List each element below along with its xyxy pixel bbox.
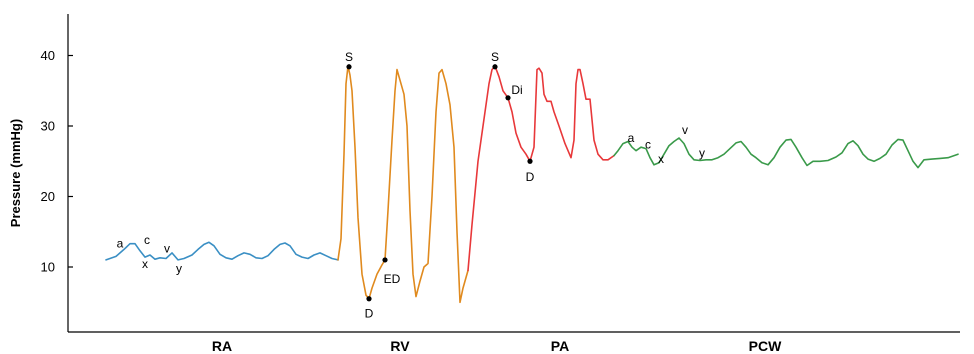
annotation-v: v bbox=[682, 123, 688, 137]
annotation-c: c bbox=[645, 137, 651, 151]
annotation-y: y bbox=[699, 146, 705, 160]
annotation-c: c bbox=[144, 233, 150, 247]
point-marker-d bbox=[527, 158, 533, 164]
trace-ra bbox=[105, 241, 339, 261]
point-marker-s bbox=[492, 64, 498, 70]
trace-pa bbox=[467, 65, 615, 272]
y-tick-label: 40 bbox=[41, 48, 55, 63]
annotation-y: y bbox=[176, 261, 182, 275]
section-labels: RA RV PA PCW bbox=[212, 338, 782, 354]
waveform-traces bbox=[105, 65, 959, 304]
annotation-d: D bbox=[365, 307, 374, 321]
y-ticks: 10 20 30 40 bbox=[41, 48, 73, 275]
annotation-x: x bbox=[658, 152, 664, 166]
section-label-ra: RA bbox=[212, 338, 232, 354]
annotation-a: a bbox=[117, 237, 124, 251]
annotation-v: v bbox=[164, 242, 170, 256]
y-tick-label: 20 bbox=[41, 189, 55, 204]
annotation-a: a bbox=[628, 131, 635, 145]
annotation-x: x bbox=[142, 257, 148, 271]
annotation-d: D bbox=[526, 170, 535, 184]
trace-rv bbox=[337, 65, 469, 304]
point-marker-d bbox=[366, 296, 372, 302]
annotation-s: S bbox=[345, 50, 353, 64]
axes bbox=[67, 14, 960, 333]
section-label-rv: RV bbox=[390, 338, 410, 354]
annotation-di: Di bbox=[511, 83, 522, 97]
y-tick-label: 30 bbox=[41, 119, 55, 134]
point-marker-ed bbox=[382, 257, 388, 263]
point-marker-s bbox=[346, 64, 352, 70]
y-axis-label: Pressure (mmHg) bbox=[8, 119, 23, 227]
annotation-ed: ED bbox=[384, 272, 401, 286]
annotation-s: S bbox=[491, 50, 499, 64]
section-label-pa: PA bbox=[551, 338, 569, 354]
point-marker-di bbox=[505, 95, 511, 101]
trace-pcw bbox=[613, 137, 959, 169]
y-tick-label: 10 bbox=[41, 260, 55, 275]
section-label-pcw: PCW bbox=[749, 338, 782, 354]
